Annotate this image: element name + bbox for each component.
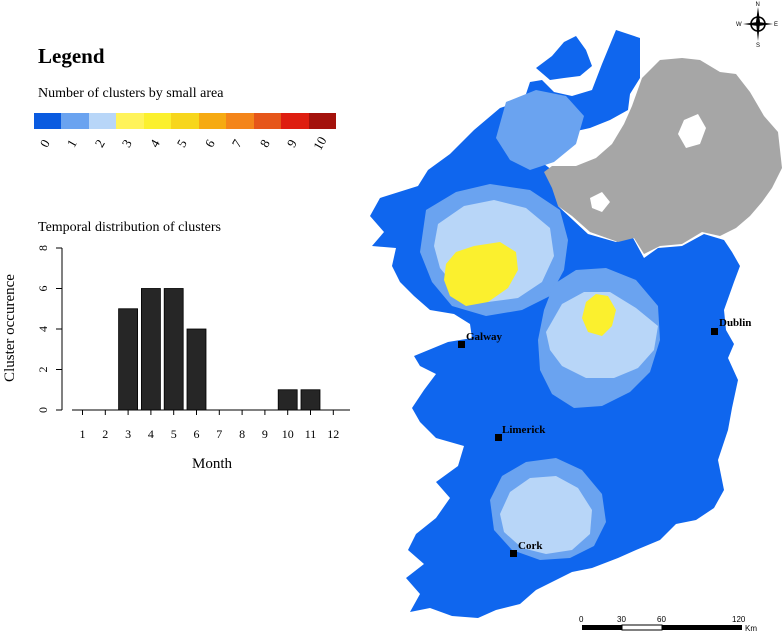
city-marker [711, 328, 718, 335]
ireland-map: Galway Dublin Limerick Cork [370, 30, 782, 618]
city-galway: Galway [458, 331, 503, 348]
west-cluster-core [444, 242, 518, 306]
city-label: Galway [466, 331, 503, 343]
x-tick-label: 4 [148, 427, 154, 441]
legend-color-bar [34, 113, 336, 129]
legend-label-4: 4 [146, 136, 163, 150]
scale-label-30: 30 [617, 615, 626, 624]
midland-cluster-core [582, 294, 616, 336]
bar-month-6 [186, 328, 207, 411]
scale-unit: Km [745, 624, 757, 633]
lough-neagh [678, 114, 706, 148]
donegal-north [536, 36, 592, 80]
x-tick-label: 2 [102, 427, 108, 441]
south-cluster-inner [500, 476, 592, 554]
compass-w: W [736, 22, 742, 28]
y-tick-label: 8 [36, 245, 50, 251]
scale-label-120: 120 [732, 615, 746, 624]
legend-color-labels: 0 1 2 3 4 5 6 7 8 9 10 [34, 134, 336, 156]
legend-swatch-10 [308, 113, 336, 129]
x-tick-label: 10 [282, 427, 294, 441]
compass-rose-icon: N S W E [736, 2, 778, 48]
legend-swatch-9 [281, 113, 309, 129]
compass-n: N [756, 2, 760, 8]
legend-label-8: 8 [256, 136, 273, 150]
legend-label-1: 1 [64, 136, 81, 150]
legend-label-10: 10 [309, 133, 329, 153]
x-tick-label: 12 [327, 427, 339, 441]
y-tick-label: 2 [36, 367, 50, 373]
legend-subtitle: Number of clusters by small area [38, 86, 224, 101]
bar-month-3 [118, 308, 138, 411]
city-limerick: Limerick [495, 424, 546, 441]
legend-title: Legend [38, 44, 105, 68]
legend-swatch-4 [143, 113, 172, 129]
scale-segment [621, 624, 663, 631]
city-dublin: Dublin [711, 317, 751, 335]
y-axis-title: Cluster occurence [2, 274, 18, 382]
city-marker [510, 550, 517, 557]
compass-e: E [774, 22, 778, 28]
scale-label-60: 60 [657, 615, 666, 624]
scale-segment [662, 625, 742, 630]
legend-label-7: 7 [228, 136, 245, 150]
compass-cross [743, 22, 773, 26]
x-tick-label: 11 [305, 427, 317, 441]
bar-month-4 [140, 288, 161, 411]
bar-month-5 [163, 288, 184, 411]
scale-label-0: 0 [579, 615, 584, 624]
x-tick-label: 5 [171, 427, 177, 441]
compass-s: S [756, 43, 760, 48]
y-tick-label: 4 [36, 326, 50, 332]
x-tick-label: 7 [216, 427, 222, 441]
lough-erne [590, 192, 610, 212]
legend-swatch-7 [226, 113, 254, 129]
bar-month-10 [277, 389, 298, 411]
x-tick-label: 8 [239, 427, 245, 441]
legend-swatch-6 [198, 113, 227, 129]
legend-label-0: 0 [36, 136, 53, 150]
x-axis-title: Month [192, 456, 233, 472]
city-marker [495, 434, 502, 441]
legend-swatch-3 [116, 113, 144, 129]
city-label: Dublin [719, 317, 751, 329]
legend-label-2: 2 [91, 136, 108, 150]
scale-bar: 0 30 60 120 Km [579, 615, 757, 633]
city-label: Limerick [502, 424, 546, 436]
y-tick-label: 0 [36, 407, 50, 413]
x-tick-label: 6 [194, 427, 200, 441]
x-tick-label: 9 [262, 427, 268, 441]
legend-label-5: 5 [173, 136, 191, 150]
northern-ireland [544, 58, 782, 254]
city-marker [458, 341, 465, 348]
city-cork: Cork [510, 540, 543, 557]
x-tick-label: 3 [125, 427, 131, 441]
legend-swatch-1 [61, 113, 89, 129]
y-tick-label: 6 [36, 286, 50, 292]
legend-label-9: 9 [283, 136, 300, 150]
city-label: Cork [518, 540, 543, 552]
scale-segment [582, 625, 622, 630]
legend-label-3: 3 [118, 136, 136, 150]
legend-swatch-5 [171, 113, 199, 129]
legend-swatch-0 [34, 113, 62, 129]
chart-title: Temporal distribution of clusters [38, 220, 221, 235]
donegal-low-cluster-area [496, 90, 584, 170]
bar-month-11 [300, 389, 321, 411]
legend-swatch-2 [88, 113, 117, 129]
legend-label-6: 6 [201, 136, 218, 150]
legend-swatch-8 [253, 113, 282, 129]
x-tick-label: 1 [80, 427, 86, 441]
